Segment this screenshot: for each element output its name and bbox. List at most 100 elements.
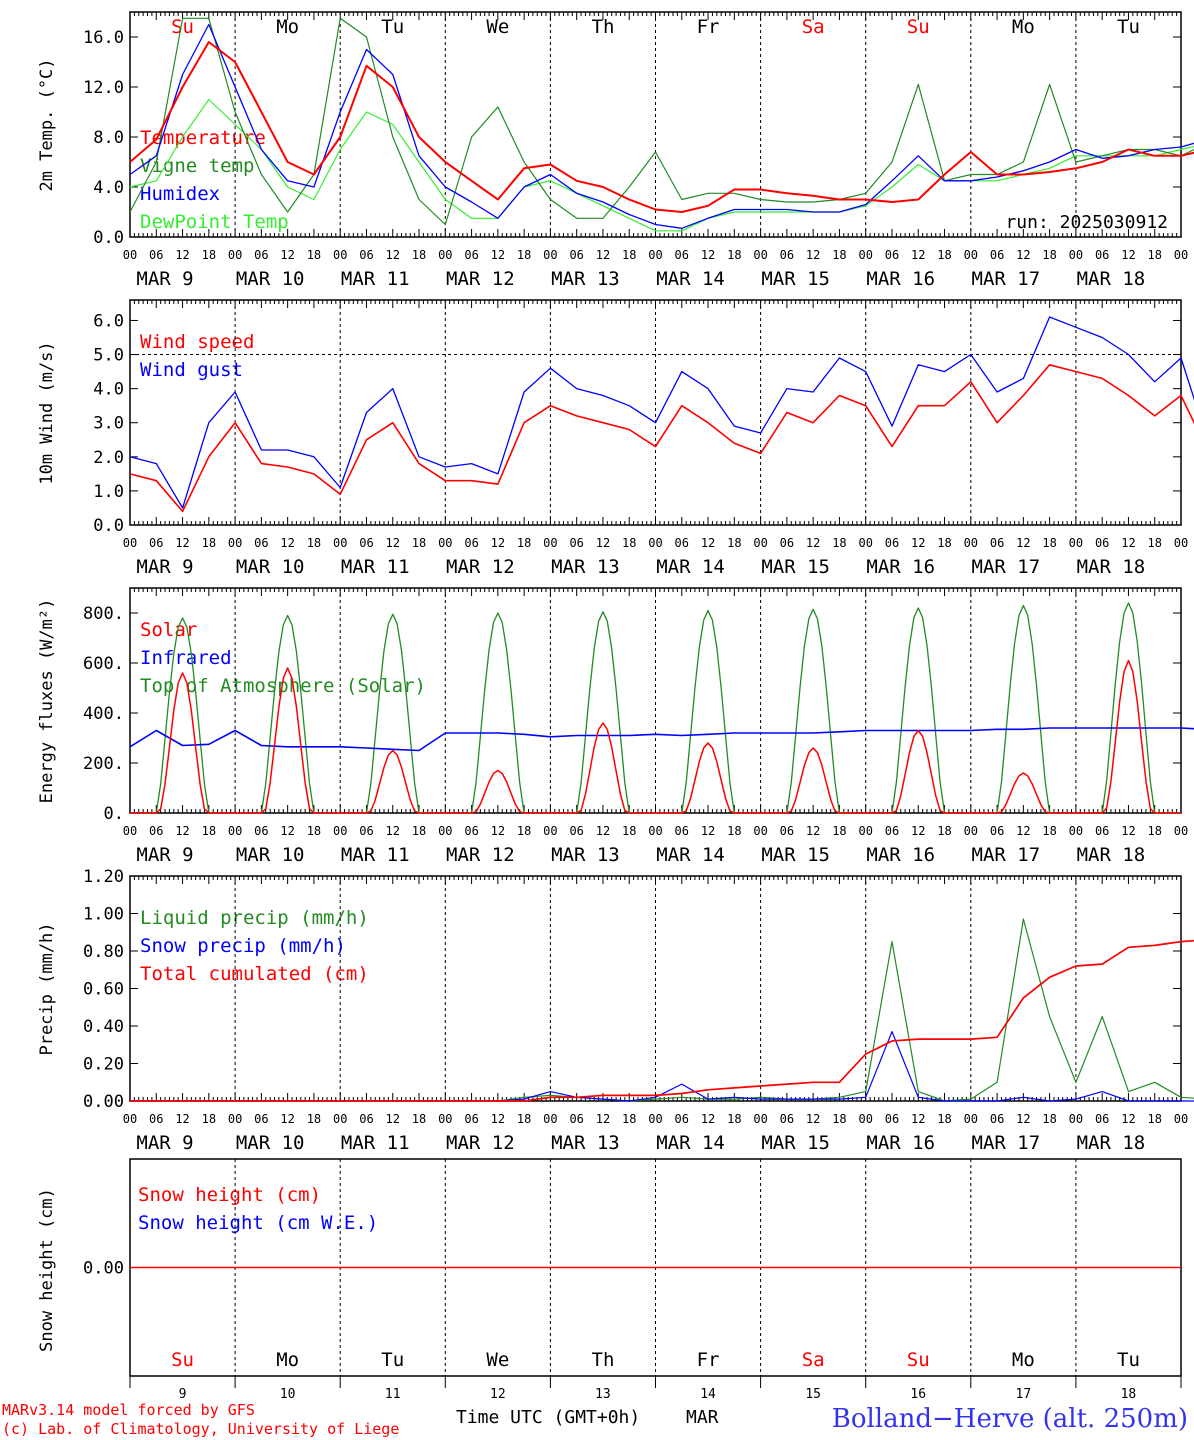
x-hour-label: 06 (149, 824, 163, 838)
x-hour-label: 00 (228, 824, 242, 838)
xaxis-month: MAR (686, 1407, 719, 1428)
x-hour-label: 12 (386, 1112, 400, 1126)
x-date-label: MAR 11 (341, 844, 410, 866)
x-date-label: MAR 12 (446, 1132, 515, 1154)
x-hour-label: 06 (1095, 824, 1109, 838)
x-hour-label: 18 (727, 248, 741, 262)
day-name-top: Fr (697, 16, 720, 38)
x-hour-label: 00 (753, 536, 767, 550)
x-hour-label: 12 (1016, 1112, 1030, 1126)
series-solar-line (130, 659, 1181, 814)
x-hour-label: 18 (727, 1112, 741, 1126)
x-hour-label: 06 (1095, 1112, 1109, 1126)
x-hour-label: 00 (858, 536, 872, 550)
x-hour-label: 12 (175, 1112, 189, 1126)
x-date-label: MAR 18 (1077, 1132, 1146, 1154)
x-hour-label: 18 (727, 536, 741, 550)
legend-wind-speed: Wind speed (140, 331, 254, 353)
day-name-bottom: Fr (697, 1349, 720, 1371)
x-date-label: MAR 16 (866, 268, 935, 290)
x-hour-label: 06 (254, 1112, 268, 1126)
x-hour-label: 18 (1042, 1112, 1056, 1126)
x-date-label: MAR 15 (761, 1132, 830, 1154)
x-hour-label: 00 (1174, 824, 1188, 838)
x-date-label: MAR 15 (761, 268, 830, 290)
x-hour-label: 06 (569, 536, 583, 550)
day-name-bottom: We (486, 1349, 509, 1371)
x-hour-label: 12 (491, 536, 505, 550)
x-date-label: MAR 12 (446, 268, 515, 290)
y-tick-label: 1.0 (93, 482, 124, 502)
x-hour-label: 06 (885, 824, 899, 838)
x-hour-label: 18 (832, 248, 846, 262)
legend-snow-height: Snow height (cm) (138, 1184, 321, 1206)
series-wind-speed-line (129, 363, 1194, 513)
x-hour-label: 00 (123, 248, 137, 262)
x-hour-label: 18 (307, 248, 321, 262)
y-tick-label: 0.60 (83, 980, 124, 1000)
y-tick-label: 600. (83, 654, 124, 674)
x-hour-label: 06 (675, 1112, 689, 1126)
x-hour-label: 00 (964, 248, 978, 262)
day-number: 17 (1016, 1387, 1032, 1402)
x-hour-label: 18 (622, 1112, 636, 1126)
x-hour-label: 06 (254, 536, 268, 550)
day-name-top: Sa (802, 16, 825, 38)
x-hour-label: 00 (753, 824, 767, 838)
x-hour-label: 06 (675, 248, 689, 262)
y-tick-label: 0.00 (83, 1259, 124, 1279)
y-tick-label: 12.0 (83, 78, 124, 98)
x-hour-label: 18 (517, 824, 531, 838)
x-hour-label: 12 (280, 824, 294, 838)
x-hour-label: 12 (596, 536, 610, 550)
x-hour-label: 12 (386, 536, 400, 550)
day-name-top: Th (592, 16, 615, 38)
x-hour-label: 06 (675, 536, 689, 550)
legend-snow-precip: Snow precip (mm/h) (140, 935, 346, 957)
x-hour-label: 12 (1121, 536, 1135, 550)
y-tick-label: 3.0 (93, 414, 124, 434)
x-hour-label: 18 (517, 536, 531, 550)
x-date-label: MAR 13 (551, 1132, 620, 1154)
x-date-label: MAR 10 (236, 844, 305, 866)
x-hour-label: 00 (543, 824, 557, 838)
x-hour-label: 06 (780, 536, 794, 550)
day-number: 16 (910, 1387, 926, 1402)
legend-infrared: Infrared (140, 647, 232, 669)
day-number: 9 (179, 1387, 187, 1402)
x-date-label: MAR 16 (866, 1132, 935, 1154)
x-hour-label: 00 (1069, 824, 1083, 838)
x-hour-label: 12 (806, 1112, 820, 1126)
day-name-bottom: Th (592, 1349, 615, 1371)
x-hour-label: 00 (438, 536, 452, 550)
x-hour-label: 00 (438, 1112, 452, 1126)
x-hour-label: 12 (280, 248, 294, 262)
x-hour-label: 06 (1095, 536, 1109, 550)
x-hour-label: 12 (1121, 1112, 1135, 1126)
x-date-label: MAR 11 (341, 1132, 410, 1154)
y-tick-label: 0. (104, 804, 124, 824)
y-tick-label: 0.80 (83, 942, 124, 962)
y-tick-label: 4.0 (93, 178, 124, 198)
x-hour-label: 12 (596, 248, 610, 262)
x-hour-label: 12 (175, 248, 189, 262)
panel-snow: Snow height (cm) Snow height (cm) Snow h… (37, 1184, 378, 1352)
day-number: 18 (1121, 1387, 1137, 1402)
x-hour-label: 00 (964, 536, 978, 550)
temp-ylabel: 2m Temp. (°C) (37, 58, 57, 191)
x-hour-label: 18 (1147, 824, 1161, 838)
x-date-label: MAR 10 (236, 1132, 305, 1154)
x-hour-label: 12 (701, 248, 715, 262)
x-hour-label: 00 (1069, 536, 1083, 550)
x-hour-label: 06 (569, 248, 583, 262)
y-tick-label: 0.0 (93, 516, 124, 536)
series-humidex-line (129, 23, 1194, 229)
x-hour-label: 06 (990, 536, 1004, 550)
x-hour-label: 18 (1147, 1112, 1161, 1126)
x-hour-label: 00 (648, 824, 662, 838)
x-hour-label: 12 (1121, 824, 1135, 838)
x-hour-label: 18 (937, 536, 951, 550)
y-tick-label: 200. (83, 754, 124, 774)
x-hour-label: 18 (1147, 248, 1161, 262)
